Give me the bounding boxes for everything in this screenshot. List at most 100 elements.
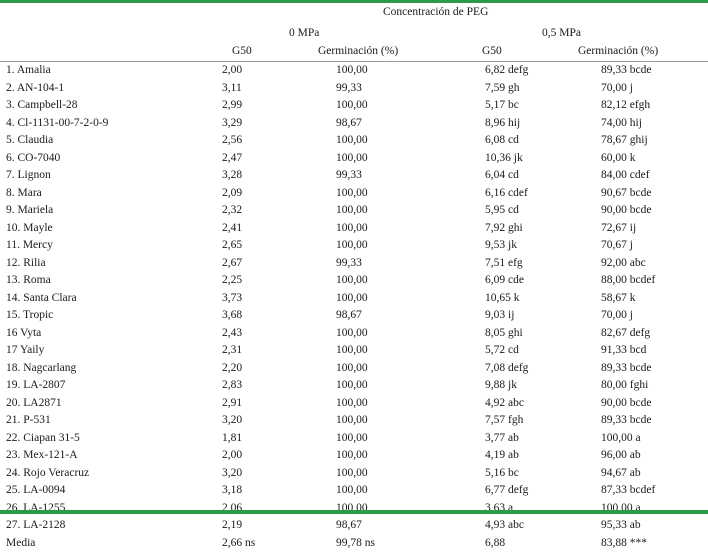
table-row: 27. LA-2128 2,19 98,67 4,93 abc 95,33 ab bbox=[0, 517, 708, 534]
table-row: 5. Claudia 2,56 100,00 6,08 cd 78,67 ghij bbox=[0, 132, 708, 149]
germination-05mpa-value: 82,67 defg bbox=[601, 326, 651, 339]
table-row: 9. Mariela 2,32 100,00 5,95 cd 90,00 bcde bbox=[0, 202, 708, 219]
germination-05mpa-value: 95,33 ab bbox=[601, 519, 641, 531]
germination-05mpa-value: 89,33 bcde bbox=[601, 361, 652, 374]
germination-0mpa-value: 98,67 bbox=[336, 519, 362, 531]
g50-0mpa-value: 3,29 bbox=[222, 116, 243, 129]
germination-0mpa-value: 100,00 bbox=[336, 186, 368, 199]
germination-05mpa-value: 70,67 j bbox=[601, 239, 633, 251]
germination-0mpa-value: 100,00 bbox=[336, 99, 368, 111]
cultivar-name: 13. Roma bbox=[6, 274, 51, 286]
germination-0mpa-value: 100,00 bbox=[336, 151, 368, 164]
cultivar-name: 17 Yaily bbox=[6, 344, 45, 356]
g50-05mpa-value: 6,88 bbox=[485, 536, 506, 549]
germination-0mpa-value: 99,78 ns bbox=[336, 536, 375, 549]
g50-05mpa-value: 6,16 cdef bbox=[485, 186, 528, 199]
g50-0mpa-value: 2,66 ns bbox=[222, 536, 256, 549]
table-row: 24. Rojo Veracruz 3,20 100,00 5,16 bc 94,67 … bbox=[0, 465, 708, 482]
germination-05mpa-value: 74,00 hij bbox=[601, 116, 642, 129]
cultivar-name: 25. LA-0094 bbox=[6, 484, 66, 496]
g50-0mpa-value: 3,28 bbox=[222, 169, 243, 181]
germination-05mpa-value: 100,00 a bbox=[601, 431, 641, 444]
bottom-rule bbox=[0, 510, 708, 514]
g50-0mpa-value: 3,18 bbox=[222, 484, 243, 496]
germination-0mpa-value: 100,00 bbox=[336, 274, 368, 286]
germination-0mpa-value: 100,00 bbox=[336, 291, 368, 304]
table-row: 14. Santa Clara 3,73 100,00 10,65 k 58,67 k bbox=[0, 290, 708, 307]
table-row: 3. Campbell-28 2,99 100,00 5,17 bc 82,12 efg… bbox=[0, 97, 708, 114]
germination-05mpa-value: 80,00 fghi bbox=[601, 379, 649, 391]
g50-0mpa-value: 2,20 bbox=[222, 361, 243, 374]
table-row: 4. Cl-1131-00-7-2-0-9 3,29 98,67 8,96 hij 74… bbox=[0, 115, 708, 132]
g50-05mpa-value: 9,03 ij bbox=[485, 309, 515, 321]
g50-0mpa-value: 3,11 bbox=[222, 81, 242, 94]
table-row: 18. Nagcarlang 2,20 100,00 7,08 defg 89,33 b… bbox=[0, 360, 708, 377]
cultivar-name: 2. AN-104-1 bbox=[6, 81, 65, 94]
germination-05mpa-value: 88,00 bcdef bbox=[601, 274, 656, 286]
g50-05mpa-value: 4,19 ab bbox=[485, 449, 519, 461]
g50-0mpa-value: 2,83 bbox=[222, 379, 243, 391]
germination-0mpa-value: 100,00 bbox=[336, 344, 368, 356]
germination-05mpa-value: 58,67 k bbox=[601, 291, 636, 304]
header-divider bbox=[0, 61, 708, 62]
germination-0mpa-value: 98,67 bbox=[336, 309, 362, 321]
germination-05mpa-value: 89,33 bcde bbox=[601, 64, 652, 76]
g50-05mpa-value: 7,59 gh bbox=[485, 81, 520, 94]
germination-05mpa-value: 72,67 ij bbox=[601, 221, 637, 234]
cultivar-name: 16 Vyta bbox=[6, 326, 42, 339]
germination-05mpa-value: 90,00 bcde bbox=[601, 204, 652, 216]
g50-05mpa-value: 4,92 abc bbox=[485, 396, 524, 409]
g50-05mpa-value: 10,65 k bbox=[485, 291, 520, 304]
g50-05mpa-value: 3,77 ab bbox=[485, 431, 519, 444]
g50-05mpa-value: 7,51 efg bbox=[485, 256, 523, 269]
g50-0mpa-value: 2,56 bbox=[222, 134, 243, 146]
g50-05mpa-value: 5,17 bc bbox=[485, 99, 519, 111]
germination-05mpa-value: 70,00 j bbox=[601, 81, 633, 94]
col-header-germination-05mpa: Germinación (%) bbox=[578, 45, 659, 57]
germination-05mpa-value: 83,88 *** bbox=[601, 536, 647, 549]
cultivar-name: 24. Rojo Veracruz bbox=[6, 466, 90, 479]
cultivar-name: 14. Santa Clara bbox=[6, 291, 77, 304]
mpa-0-header: 0 MPa bbox=[289, 27, 320, 39]
germination-0mpa-value: 100,00 bbox=[336, 361, 368, 374]
g50-05mpa-value: 6,09 cde bbox=[485, 274, 524, 286]
g50-0mpa-value: 2,09 bbox=[222, 186, 243, 199]
g50-0mpa-value: 2,00 bbox=[222, 449, 243, 461]
cultivar-name: 9. Mariela bbox=[6, 204, 54, 216]
table-row: 16 Vyta 2,43 100,00 8,05 ghi 82,67 defg bbox=[0, 325, 708, 342]
g50-05mpa-value: 9,53 jk bbox=[485, 239, 517, 251]
g50-0mpa-value: 3,73 bbox=[222, 291, 243, 304]
germination-05mpa-value: 90,67 bcde bbox=[601, 186, 652, 199]
table-row: 22. Ciapan 31-5 1,81 100,00 3,77 ab 100,00 a bbox=[0, 430, 708, 447]
cultivar-name: 19. LA-2807 bbox=[6, 379, 66, 391]
g50-0mpa-value: 1,81 bbox=[222, 431, 243, 444]
germination-0mpa-value: 100,00 bbox=[336, 204, 368, 216]
germination-05mpa-value: 84,00 cdef bbox=[601, 169, 650, 181]
g50-05mpa-value: 6,82 defg bbox=[485, 64, 529, 76]
cultivar-name: 7. Lignon bbox=[6, 169, 51, 181]
germination-05mpa-value: 96,00 ab bbox=[601, 449, 641, 461]
germination-0mpa-value: 99,33 bbox=[336, 256, 362, 269]
germination-0mpa-value: 100,00 bbox=[336, 326, 368, 339]
g50-05mpa-value: 6,04 cd bbox=[485, 169, 519, 181]
g50-0mpa-value: 3,20 bbox=[222, 466, 243, 479]
g50-05mpa-value: 6,77 defg bbox=[485, 484, 529, 496]
mpa-05-header: 0,5 MPa bbox=[542, 27, 581, 39]
germination-05mpa-value: 60,00 k bbox=[601, 151, 636, 164]
g50-05mpa-value: 5,72 cd bbox=[485, 344, 519, 356]
germination-0mpa-value: 100,00 bbox=[336, 396, 368, 409]
g50-0mpa-value: 2,65 bbox=[222, 239, 243, 251]
g50-05mpa-value: 4,93 abc bbox=[485, 519, 524, 531]
table-row: 19. LA-2807 2,83 100,00 9,88 jk 80,00 fghi bbox=[0, 377, 708, 394]
germination-0mpa-value: 100,00 bbox=[336, 379, 368, 391]
germination-0mpa-value: 100,00 bbox=[336, 431, 368, 444]
g50-0mpa-value: 2,31 bbox=[222, 344, 243, 356]
g50-05mpa-value: 6,08 cd bbox=[485, 134, 519, 146]
cultivar-name: 27. LA-2128 bbox=[6, 519, 66, 531]
cultivar-name: 15. Tropic bbox=[6, 309, 54, 321]
table-row: 20. LA2871 2,91 100,00 4,92 abc 90,00 bcde bbox=[0, 395, 708, 412]
germination-05mpa-value: 89,33 bcde bbox=[601, 414, 652, 426]
germination-0mpa-value: 100,00 bbox=[336, 414, 368, 426]
germination-0mpa-value: 99,33 bbox=[336, 81, 362, 94]
g50-0mpa-value: 3,68 bbox=[222, 309, 243, 321]
